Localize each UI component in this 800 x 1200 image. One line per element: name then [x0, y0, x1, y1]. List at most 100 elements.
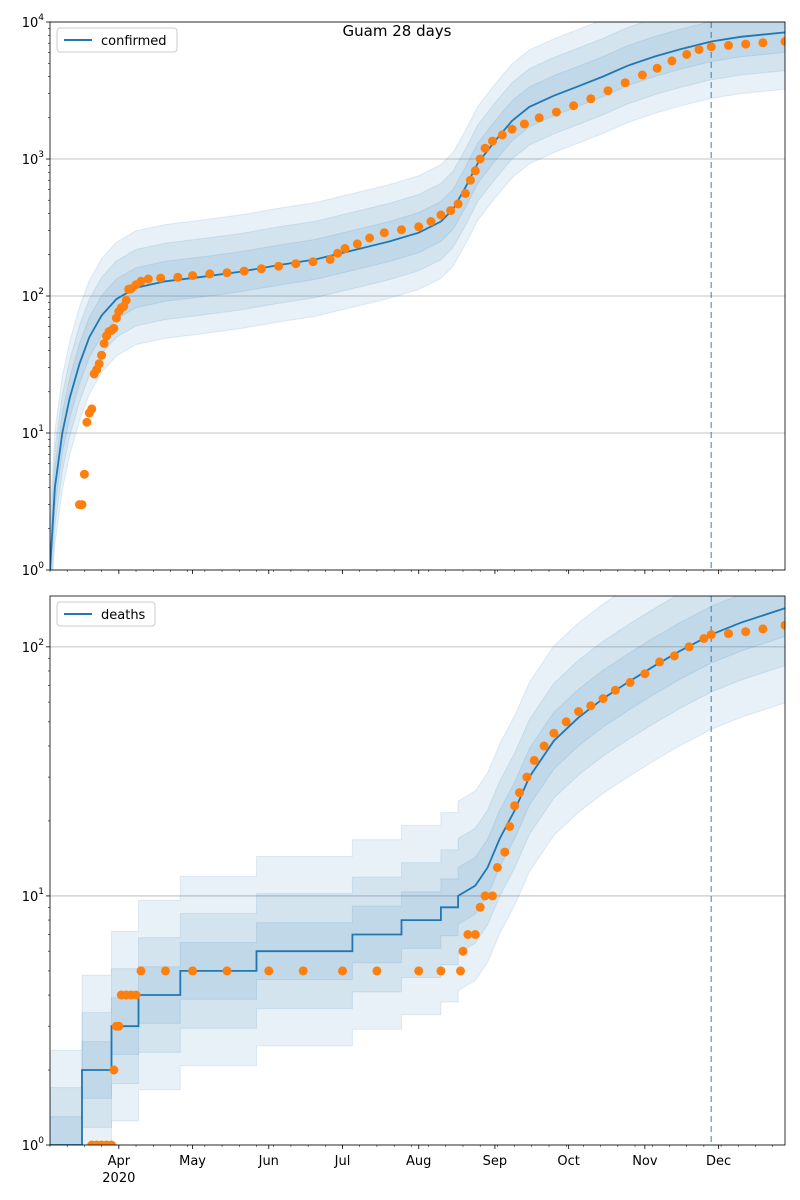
- observed-point: [463, 930, 473, 939]
- x-tick-label: Apr: [108, 1154, 131, 1169]
- observed-point: [480, 143, 490, 153]
- x-tick-label: Jul: [334, 1154, 351, 1169]
- observed-point: [724, 40, 733, 50]
- observed-point: [500, 847, 510, 857]
- observed-point: [655, 657, 665, 667]
- observed-point: [82, 417, 92, 427]
- observed-point: [77, 500, 87, 510]
- observed-point: [706, 42, 716, 52]
- observed-point: [274, 261, 284, 271]
- observed-point: [97, 350, 107, 360]
- observed-point: [551, 107, 561, 117]
- observed-point: [505, 822, 515, 831]
- observed-point: [79, 469, 89, 479]
- x-tick-year-label: 2020: [102, 1171, 135, 1186]
- observed-point: [470, 930, 480, 939]
- observed-point: [694, 45, 704, 54]
- observed-point: [188, 271, 198, 281]
- figure-title: Guam 28 days: [343, 22, 452, 40]
- observed-point: [87, 404, 97, 414]
- observed-point: [758, 624, 768, 634]
- observed-point: [340, 244, 350, 253]
- observed-point: [161, 966, 170, 976]
- observed-point: [510, 801, 520, 811]
- deaths-legend-label: deaths: [101, 608, 146, 623]
- observed-point: [173, 272, 183, 282]
- observed-point: [497, 130, 507, 140]
- model-series-line: [50, 607, 785, 1145]
- observed-point: [222, 966, 232, 976]
- confirmed-observed-points: [75, 37, 785, 510]
- observed-point: [470, 166, 480, 176]
- observed-point: [256, 264, 266, 274]
- observed-point: [780, 37, 785, 46]
- x-tick-label: Jun: [258, 1154, 279, 1169]
- observed-point: [741, 627, 751, 637]
- observed-point: [109, 323, 119, 333]
- observed-point: [109, 1065, 119, 1075]
- observed-point: [458, 946, 468, 956]
- observed-point: [333, 248, 343, 258]
- deaths-x-axis: Apr 2020 May Jun Jul Aug Sep Oct Nov Dec: [49, 1145, 773, 1186]
- observed-point: [699, 634, 709, 643]
- observed-point: [143, 274, 153, 284]
- x-tick-label: Aug: [406, 1154, 431, 1169]
- observed-point: [539, 741, 549, 751]
- observed-point: [446, 206, 456, 216]
- observed-point: [308, 257, 318, 267]
- x-tick-label: Oct: [557, 1154, 579, 1169]
- observed-point: [325, 254, 335, 264]
- observed-point: [534, 113, 544, 123]
- observed-point: [131, 990, 141, 1000]
- confirmed-legend: confirmed: [56, 27, 178, 53]
- deaths-legend: deaths: [56, 601, 156, 627]
- deaths-observed-points: [87, 620, 785, 1145]
- observed-point: [515, 788, 524, 798]
- x-tick-label: Dec: [706, 1154, 731, 1169]
- observed-point: [603, 86, 613, 96]
- observed-point: [586, 701, 596, 711]
- observed-point: [741, 39, 751, 49]
- observed-point: [507, 124, 517, 134]
- observed-point: [94, 359, 104, 369]
- observed-point: [586, 94, 596, 104]
- observed-point: [414, 222, 424, 232]
- observed-point: [637, 70, 647, 80]
- observed-point: [436, 210, 446, 220]
- observed-point: [338, 966, 347, 976]
- observed-point: [465, 175, 475, 185]
- observed-point: [475, 902, 485, 912]
- observed-point: [625, 677, 635, 687]
- observed-point: [620, 78, 630, 88]
- observed-point: [610, 685, 620, 695]
- observed-point: [99, 339, 109, 348]
- observed-point: [598, 694, 608, 704]
- observed-point: [706, 630, 716, 640]
- confirmed-legend-label: confirmed: [101, 34, 167, 49]
- observed-point: [488, 891, 497, 901]
- x-tick-label: Sep: [483, 1154, 508, 1169]
- observed-point: [456, 966, 465, 976]
- deaths-legend-box: [56, 601, 156, 627]
- uncertainty-band: [50, 22, 785, 570]
- observed-point: [365, 233, 375, 243]
- observed-point: [298, 966, 308, 976]
- observed-point: [724, 629, 733, 639]
- observed-point: [414, 966, 424, 976]
- observed-point: [136, 966, 146, 976]
- observed-point: [669, 651, 679, 661]
- observed-point: [684, 642, 694, 652]
- uncertainty-band: [50, 596, 785, 1145]
- confirmed-x-axis: [49, 570, 773, 574]
- observed-point: [114, 1021, 124, 1031]
- x-tick-label: May: [179, 1154, 206, 1169]
- observed-point: [549, 728, 559, 738]
- observed-point: [205, 269, 215, 279]
- observed-point: [222, 268, 232, 278]
- observed-point: [397, 225, 406, 235]
- observed-point: [569, 101, 579, 111]
- observed-point: [188, 966, 198, 976]
- deaths-axes-frame: [49, 595, 786, 1146]
